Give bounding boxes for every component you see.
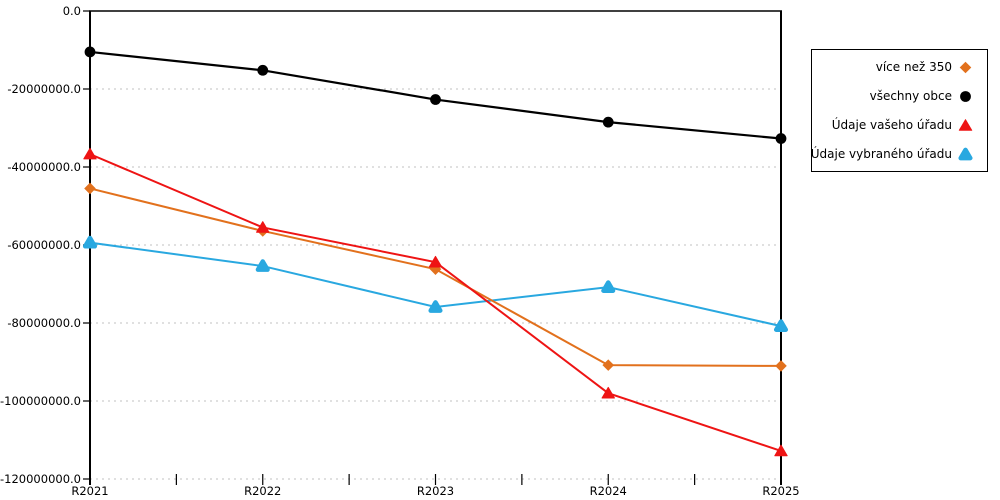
series-diamond	[84, 182, 787, 372]
y-tick-label: -60000000.0	[7, 238, 81, 252]
legend-item-udaje-vybraneho-uradu: Údaje vybraného úřadu	[811, 147, 973, 161]
marker	[430, 94, 441, 105]
marker	[601, 386, 615, 399]
marker	[428, 300, 443, 313]
marker	[959, 62, 972, 74]
marker	[774, 444, 788, 457]
legend-item-vsechny-obce: všechny obce	[818, 89, 973, 103]
y-tick-label: -100000000.0	[0, 394, 81, 408]
legend-label: více než 350	[875, 60, 952, 75]
y-tick-label: -40000000.0	[7, 160, 81, 174]
marker	[257, 64, 269, 76]
series-triangle-round	[82, 235, 789, 332]
marker	[958, 119, 973, 131]
marker	[602, 359, 615, 371]
y-tick-label: -120000000.0	[0, 472, 81, 486]
marker	[773, 319, 789, 332]
series-line	[89, 187, 782, 367]
legend-item-vice-nez-350: více než 350	[818, 60, 973, 74]
marker	[84, 182, 96, 195]
triangle-icon	[958, 118, 973, 132]
x-tick-label: R2023	[417, 484, 454, 498]
series-triangle	[83, 147, 788, 457]
legend: více než 350 všechny obce Údaje vašeho ú…	[811, 49, 988, 172]
diamond-icon	[958, 60, 973, 74]
marker	[775, 360, 787, 372]
marker	[84, 46, 96, 58]
marker	[601, 280, 616, 293]
circle-icon	[958, 89, 973, 103]
series-line	[89, 241, 782, 328]
x-tick-label: R2021	[71, 484, 108, 498]
marker	[256, 221, 270, 233]
x-tick-label: R2025	[762, 484, 799, 498]
legend-label: Údaje vašeho úřadu	[831, 117, 952, 132]
marker	[602, 116, 614, 128]
triangle-icon	[958, 147, 973, 161]
legend-label: Údaje vybraného úřadu	[810, 146, 952, 161]
marker	[960, 91, 971, 103]
marker	[82, 235, 98, 249]
marker	[775, 133, 787, 144]
marker	[83, 147, 97, 160]
y-tick-label: 0.0	[63, 4, 81, 18]
legend-item-udaje-vaseho-uradu: Údaje vašeho úřadu	[818, 118, 973, 132]
marker	[255, 259, 270, 272]
x-tick-label: R2022	[244, 484, 281, 498]
y-tick-label: -20000000.0	[7, 82, 81, 96]
legend-label: všechny obce	[869, 89, 952, 104]
marker	[958, 147, 973, 160]
x-tick-label: R2024	[590, 484, 627, 498]
marker	[428, 255, 443, 268]
series-circle	[84, 46, 787, 144]
y-tick-label: -80000000.0	[7, 316, 81, 330]
